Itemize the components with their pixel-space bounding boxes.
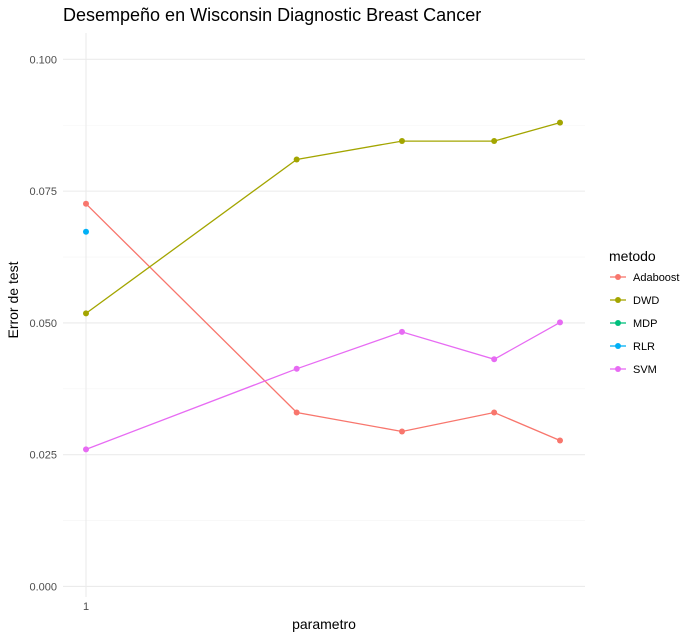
- data-point-dwd: [491, 138, 498, 145]
- data-point-svm: [83, 446, 89, 453]
- legend-key-rlr: [615, 343, 621, 349]
- x-tick-label: 1: [83, 601, 89, 613]
- legend: metodo Adaboost DWD MDP RLR SVM: [609, 248, 679, 376]
- data-point-svm: [399, 328, 405, 335]
- plot-grid: [63, 33, 585, 597]
- data-point-dwd: [557, 119, 563, 126]
- y-tick-label: 0.025: [29, 450, 57, 462]
- series-lines: [85, 121, 561, 451]
- series-line-adaboost: [85, 203, 561, 442]
- data-point-svm: [557, 319, 563, 326]
- y-axis-title: Error de test: [5, 261, 21, 338]
- legend-label-rlr: RLR: [633, 341, 655, 353]
- data-point-svm: [491, 356, 498, 363]
- legend-key-svm: [615, 366, 621, 372]
- series-points: [83, 119, 563, 453]
- series-line-dwd: [85, 121, 561, 314]
- data-point-dwd: [293, 156, 300, 163]
- legend-key-adaboost: [615, 274, 621, 280]
- data-point-rlr: [83, 228, 89, 235]
- data-point-adaboost: [557, 437, 563, 444]
- legend-label-dwd: DWD: [633, 295, 659, 307]
- y-tick-label: 0.000: [29, 581, 57, 593]
- data-point-dwd: [399, 138, 405, 145]
- y-axis-ticks: 0.000 0.025 0.050 0.075 0.100: [29, 54, 57, 593]
- y-tick-label: 0.050: [29, 318, 57, 330]
- legend-key-dwd: [615, 297, 621, 303]
- data-point-adaboost: [491, 409, 498, 416]
- legend-label-mdp: MDP: [633, 318, 657, 330]
- x-axis-title: parametro: [292, 616, 356, 632]
- data-point-adaboost: [293, 409, 300, 416]
- legend-label-adaboost: Adaboost: [633, 272, 679, 284]
- chart-title: Desempeño en Wisconsin Diagnostic Breast…: [63, 5, 481, 25]
- data-point-adaboost: [83, 200, 89, 207]
- series-line-svm: [85, 321, 561, 451]
- y-tick-label: 0.100: [29, 54, 57, 66]
- data-point-dwd: [83, 310, 89, 317]
- legend-key-mdp: [615, 320, 621, 326]
- x-axis-ticks: 1: [83, 601, 89, 613]
- data-point-adaboost: [399, 428, 405, 435]
- data-point-svm: [293, 365, 300, 372]
- legend-title: metodo: [609, 248, 656, 264]
- legend-label-svm: SVM: [633, 364, 657, 376]
- y-tick-label: 0.075: [29, 186, 57, 198]
